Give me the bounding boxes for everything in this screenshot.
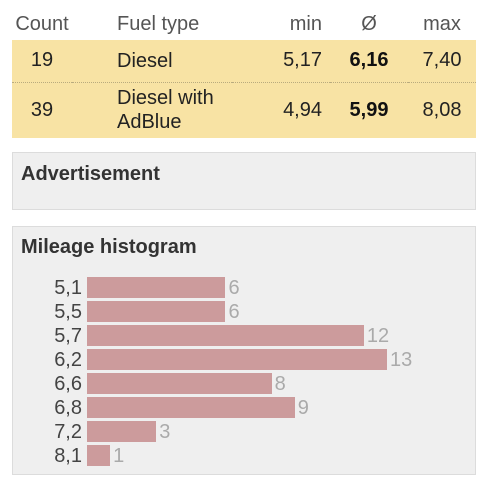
cell-max: 7,40 <box>422 49 462 72</box>
histogram-row: 5,7 12 <box>13 324 475 348</box>
cell-max: 8,08 <box>408 81 476 138</box>
table-row: 39 Diesel with AdBlue 4,94 5,99 8,08 <box>12 81 476 138</box>
cell-fuel-type: Diesel <box>117 49 173 72</box>
histogram-category-label: 6,8 <box>54 397 82 419</box>
histogram-category-label: 8,1 <box>54 445 82 467</box>
histogram-category-label: 6,6 <box>54 373 82 395</box>
histogram-row: 5,1 6 <box>13 276 475 300</box>
histogram-category-label: 5,1 <box>54 277 82 299</box>
cell-fuel-type: Diesel with AdBlue <box>72 81 232 138</box>
header-fuel-type[interactable]: Fuel type <box>117 13 200 35</box>
cell-min: 5,17 <box>283 49 322 72</box>
histogram-category-label: 5,5 <box>54 301 82 323</box>
histogram-category-label: 5,7 <box>54 325 82 347</box>
histogram-value-label: 12 <box>366 325 390 347</box>
histogram-bar <box>87 349 387 370</box>
cell-average: 5,99 <box>330 81 408 138</box>
cell-min: 4,94 <box>232 81 330 138</box>
mileage-histogram-chart: 5,1 6 5,5 6 5,7 12 6,2 13 6,6 8 6,8 9 7,2 3 8,1 1 <box>13 276 475 468</box>
histogram-bar <box>87 373 272 394</box>
cell-average: 6,16 <box>349 49 389 72</box>
histogram-bar <box>87 277 226 298</box>
histogram-row: 6,8 9 <box>13 396 475 420</box>
histogram-value-label: 1 <box>113 445 125 467</box>
histogram-bar <box>87 421 157 442</box>
histogram-row: 7,2 3 <box>13 420 475 444</box>
table-row: 19 Diesel 5,17 6,16 7,40 <box>12 40 476 82</box>
histogram-bar <box>87 397 295 418</box>
histogram-value-label: 3 <box>159 421 171 443</box>
histogram-row: 8,1 1 <box>13 444 475 468</box>
histogram-value-label: 8 <box>274 373 286 395</box>
histogram-title: Mileage histogram <box>21 236 197 258</box>
histogram-bar <box>87 301 226 322</box>
histogram-value-label: 6 <box>228 301 240 323</box>
header-min[interactable]: min <box>289 12 322 35</box>
cell-count: 19 <box>30 49 54 72</box>
histogram-value-label: 13 <box>390 349 413 371</box>
mileage-histogram-panel: Mileage histogram 5,1 6 5,5 6 5,7 12 6,2 13 6,6 8… <box>12 226 476 475</box>
histogram-bar <box>87 325 364 346</box>
advertisement-panel: Advertisement <box>12 152 476 210</box>
fuel-type-table: Count Fuel type min Ø max 19 Diesel 5,17… <box>12 8 476 138</box>
histogram-value-label: 9 <box>297 397 309 419</box>
histogram-row: 5,5 6 <box>13 300 475 324</box>
cell-count: 39 <box>12 81 72 138</box>
table-header-row: Count Fuel type min Ø max <box>12 8 476 40</box>
histogram-category-label: 7,2 <box>54 421 82 443</box>
advertisement-title: Advertisement <box>21 163 160 185</box>
header-count[interactable]: Count <box>15 12 69 35</box>
histogram-row: 6,6 8 <box>13 372 475 396</box>
header-max[interactable]: max <box>423 12 461 35</box>
header-average[interactable]: Ø <box>361 12 377 35</box>
histogram-row: 6,2 13 <box>13 348 475 372</box>
histogram-category-label: 6,2 <box>54 349 82 371</box>
histogram-bar <box>87 445 111 466</box>
histogram-value-label: 6 <box>228 277 240 299</box>
